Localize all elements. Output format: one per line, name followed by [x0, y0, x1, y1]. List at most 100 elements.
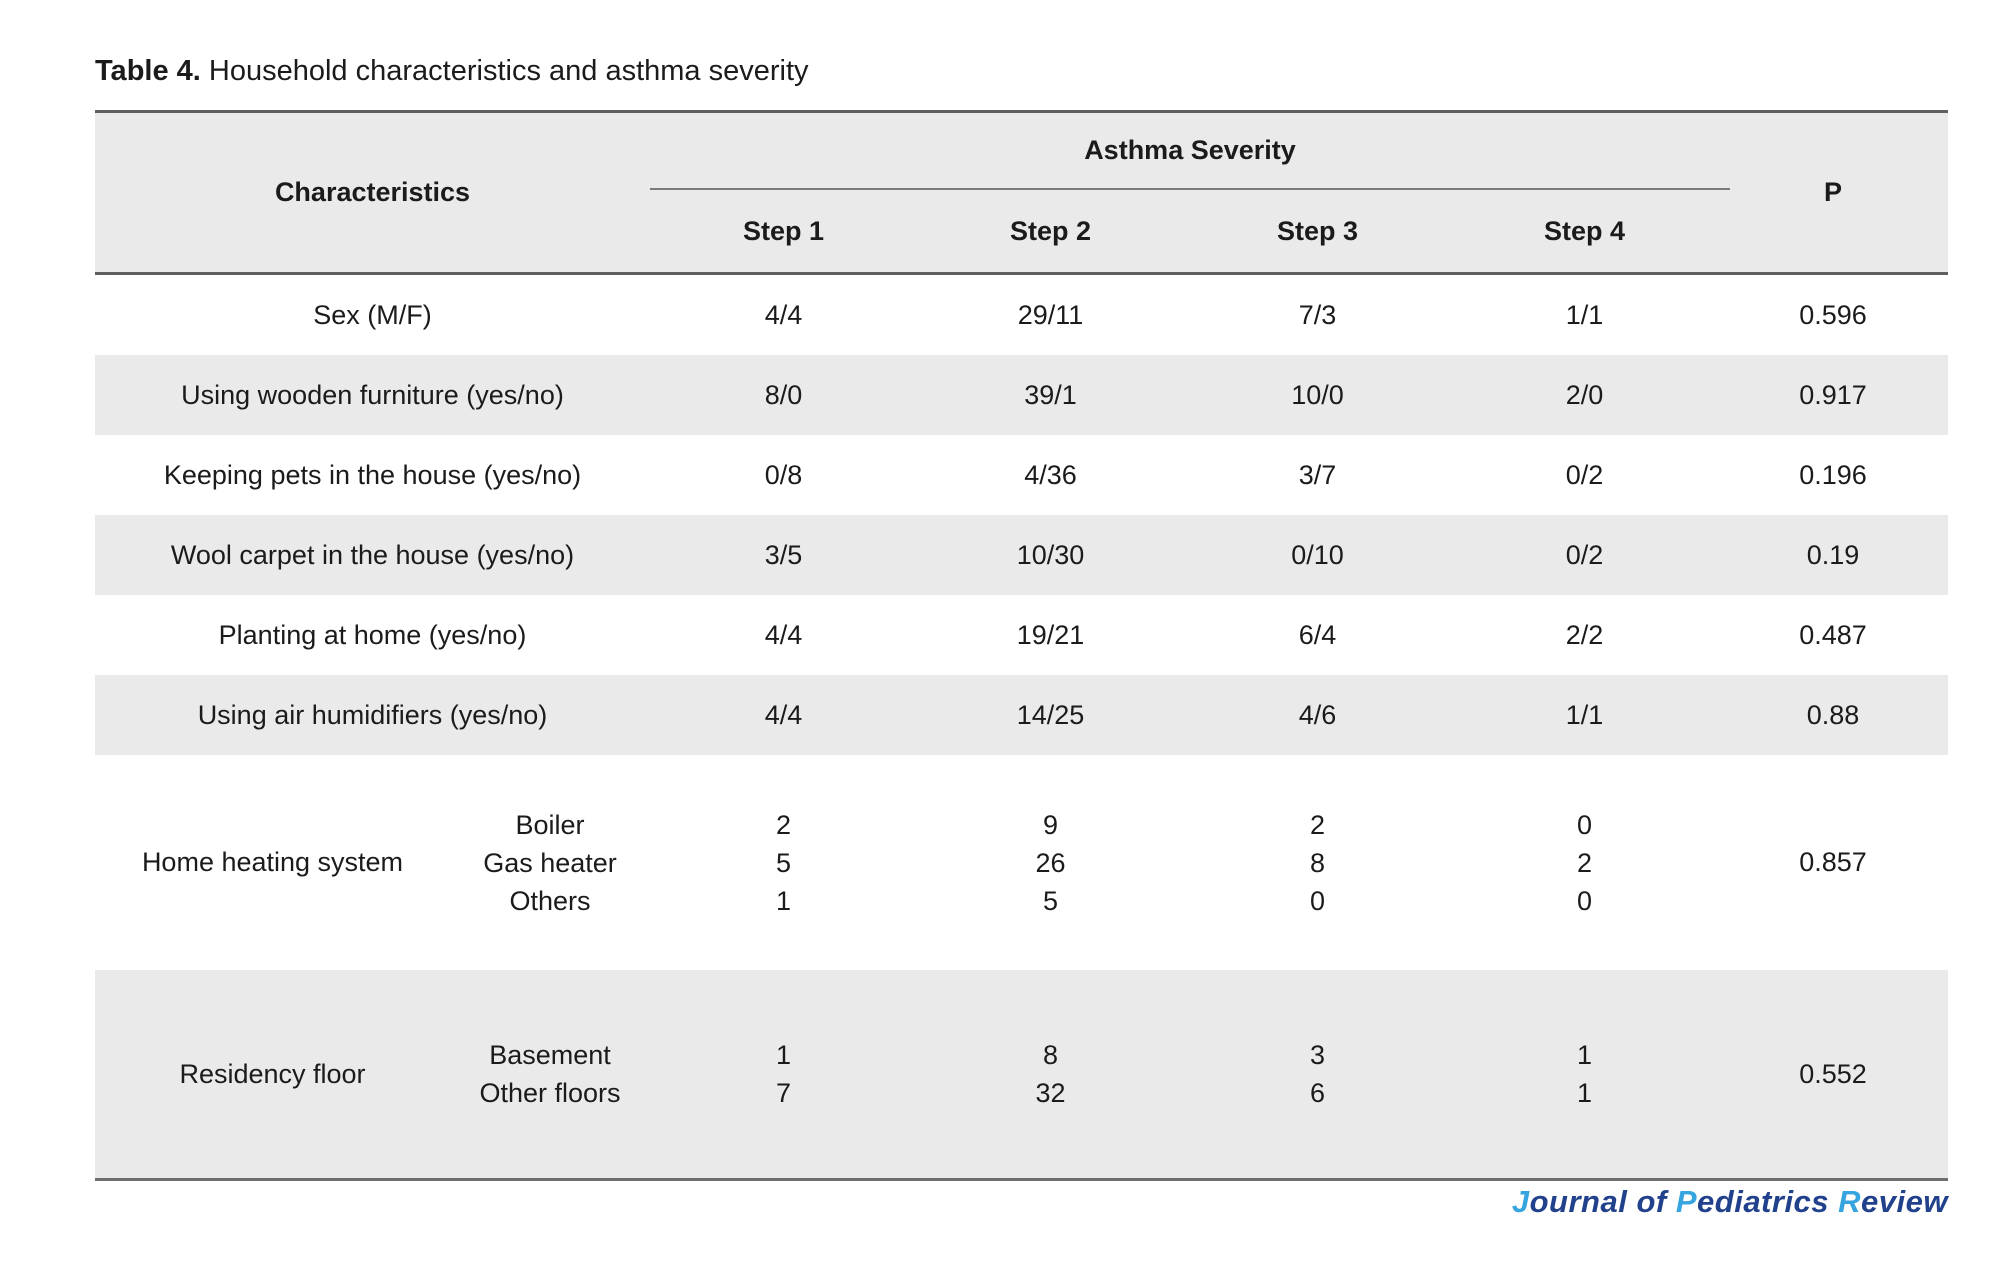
cell-value: 5	[775, 847, 792, 878]
group-value-column: 2 8 0	[1184, 806, 1451, 920]
journal-logo-accent-letter: P	[1675, 1184, 1698, 1219]
journal-logo-text: ediatrics	[1697, 1184, 1839, 1219]
table-caption-number: Table 4.	[95, 55, 201, 87]
table-row: Using air humidifiers (yes/no) 4/4 14/25 4/…	[95, 675, 1948, 755]
cell-value: 0	[1576, 809, 1593, 840]
cell-p-value: 0.88	[1806, 699, 1860, 730]
cell-value: 4/4	[764, 619, 803, 650]
cell-value: 4/4	[764, 299, 803, 330]
table-header: Characteristics Asthma Severity Step 1 S…	[95, 113, 1948, 275]
cell-value: 2	[1309, 809, 1326, 840]
cell-p-value: 0.917	[1799, 379, 1867, 410]
group-value-column: 8 32	[917, 1036, 1184, 1112]
group-value-column: 9 26 5	[917, 806, 1184, 920]
cell-value: 4/6	[1298, 699, 1337, 730]
journal-logo: Journal of Pediatrics Review	[1512, 1184, 1948, 1220]
cell-p-value: 0.19	[1806, 539, 1860, 570]
cell-value: 8	[1042, 1040, 1059, 1070]
cell-value: 3	[1309, 1040, 1326, 1070]
cell-value: 9	[1042, 809, 1059, 840]
cell-value: 0	[1576, 885, 1593, 916]
cell-value: 1	[775, 1040, 792, 1070]
header-cell-p: P	[1823, 177, 1842, 207]
cell-value: 39/1	[1024, 379, 1077, 410]
cell-value: 3/7	[1298, 459, 1337, 490]
table-row: Wool carpet in the house (yes/no) 3/5 10/3…	[95, 515, 1948, 595]
cell-value: 2	[1576, 847, 1593, 878]
table-row: Keeping pets in the house (yes/no) 0/8 4/3…	[95, 435, 1948, 515]
row-label: Keeping pets in the house (yes/no)	[163, 459, 582, 490]
cell-value: 2/2	[1565, 619, 1604, 650]
cell-value: 7	[775, 1078, 792, 1108]
header-cell-characteristics: Characteristics	[274, 177, 471, 207]
cell-value: 1	[1576, 1078, 1593, 1108]
cell-value: 1/1	[1565, 699, 1604, 730]
data-table: Characteristics Asthma Severity Step 1 S…	[95, 110, 1948, 1181]
cell-value: 7/3	[1298, 299, 1337, 330]
cell-value: 0/8	[764, 459, 803, 490]
table-caption-text: Household characteristics and asthma sev…	[200, 55, 809, 87]
cell-value: 26	[1035, 847, 1066, 878]
cell-p-value: 0.596	[1799, 299, 1867, 330]
group-item-label: Gas heater	[483, 847, 617, 878]
cell-value: 6/4	[1298, 619, 1337, 650]
group-item-labels: Boiler Gas heater Others	[450, 806, 650, 920]
cell-value: 2/0	[1565, 379, 1604, 410]
cell-value: 4/36	[1024, 459, 1077, 490]
group-item-label: Boiler	[515, 809, 585, 840]
cell-value: 32	[1035, 1078, 1066, 1108]
cell-value: 29/11	[1017, 299, 1084, 330]
header-cell-asthma-severity: Asthma Severity	[650, 113, 1730, 190]
cell-value: 5	[1042, 885, 1059, 916]
row-label: Sex (M/F)	[313, 299, 432, 330]
cell-value: 1	[1576, 1040, 1593, 1070]
cell-p-value: 0.487	[1799, 619, 1867, 650]
table-body: Sex (M/F) 4/4 29/11 7/3 1/1 0.596 Using wooden…	[95, 275, 1948, 1178]
cell-value: 0/2	[1565, 459, 1604, 490]
group-value-column: 2 5 1	[650, 806, 917, 920]
cell-value: 1	[775, 885, 792, 916]
cell-value: 14/25	[1016, 699, 1085, 730]
cell-value: 0	[1309, 885, 1326, 916]
row-label: Planting at home (yes/no)	[218, 619, 527, 650]
cell-value: 3/5	[764, 539, 803, 570]
group-item-labels: Basement Other floors	[450, 1036, 650, 1112]
journal-logo-accent-letter: J	[1511, 1184, 1530, 1219]
table-row: Using wooden furniture (yes/no) 8/0 39/1 10…	[95, 355, 1948, 435]
journal-logo-accent-letter: R	[1838, 1184, 1862, 1219]
cell-value: 0/2	[1565, 539, 1604, 570]
header-cell-step-3: Step 3	[1276, 215, 1359, 246]
row-label: Using air humidifiers (yes/no)	[197, 699, 548, 730]
row-label: Wool carpet in the house (yes/no)	[170, 539, 575, 570]
table-row: Planting at home (yes/no) 4/4 19/21 6/4 2/2 0…	[95, 595, 1948, 675]
table-row: Sex (M/F) 4/4 29/11 7/3 1/1 0.596	[95, 275, 1948, 355]
group-item-label: Others	[509, 885, 591, 916]
cell-value: 8/0	[764, 379, 803, 410]
header-cell-step-1: Step 1	[742, 215, 825, 246]
table-group-row: Residency floor Basement Other floors 1 7 8 32…	[95, 970, 1948, 1178]
group-label: Home heating system	[141, 847, 404, 877]
cell-p-value: 0.552	[1799, 1058, 1867, 1089]
group-label: Residency floor	[179, 1058, 366, 1089]
group-value-column: 0 2 0	[1451, 806, 1718, 920]
cell-value: 6	[1309, 1078, 1326, 1108]
group-item-label: Basement	[489, 1040, 611, 1070]
group-item-label: Other floors	[479, 1078, 621, 1108]
header-cell-step-4: Step 4	[1543, 215, 1626, 246]
cell-value: 10/0	[1291, 379, 1344, 410]
table-group-row: Home heating system Boiler Gas heater Other…	[95, 755, 1948, 970]
journal-logo-text: ournal of	[1529, 1184, 1676, 1219]
cell-value: 4/4	[764, 699, 803, 730]
journal-logo-text: eview	[1861, 1184, 1948, 1219]
cell-value: 10/30	[1016, 539, 1085, 570]
cell-value: 1/1	[1565, 299, 1604, 330]
cell-p-value: 0.857	[1799, 847, 1867, 877]
header-cell-step-2: Step 2	[1009, 215, 1092, 246]
row-label: Using wooden furniture (yes/no)	[181, 379, 564, 410]
cell-value: 8	[1309, 847, 1326, 878]
cell-value: 2	[775, 809, 792, 840]
